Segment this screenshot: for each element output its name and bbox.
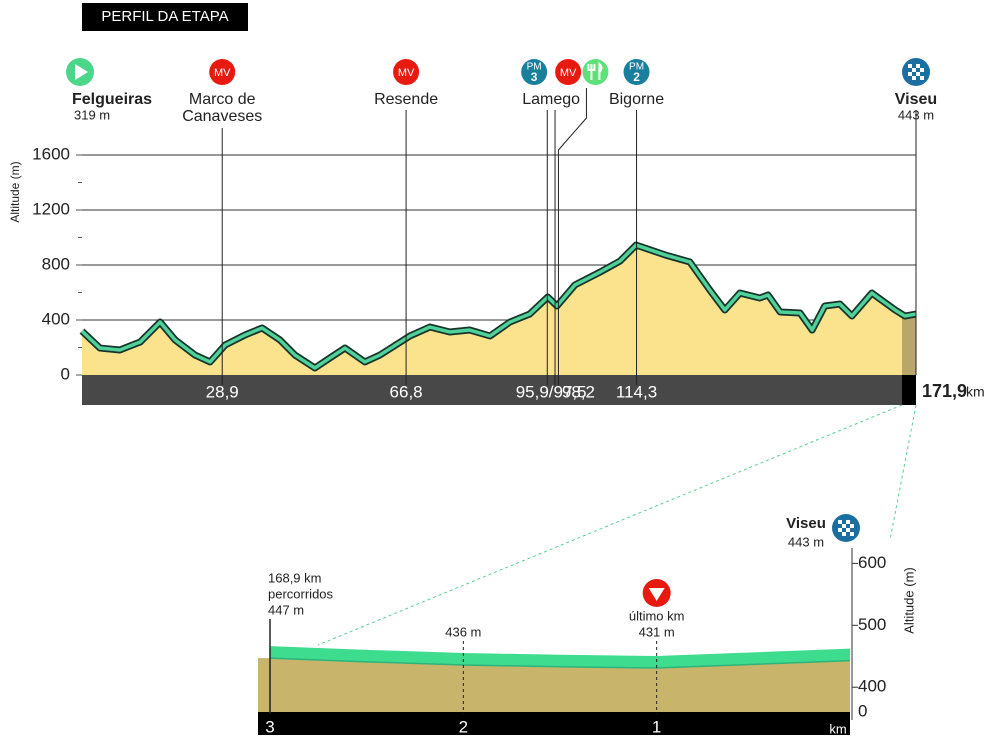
finish-check: [838, 528, 842, 532]
y-tick-label: 1600: [32, 144, 70, 163]
y-tick-label: 800: [42, 254, 70, 273]
waypoint-name: Marco de: [189, 91, 256, 108]
profile-area: [82, 245, 916, 375]
icon-text: PM: [527, 62, 542, 73]
inset-label: 431 m: [639, 624, 675, 639]
icon: [521, 59, 548, 85]
y-tick-label: 500: [858, 615, 886, 634]
y-tick-label: 400: [42, 309, 70, 328]
finish-check: [846, 520, 850, 524]
zoom-line: [889, 404, 917, 541]
icon-number: 3: [531, 70, 538, 84]
waypoint-name: Felgueiras: [72, 91, 152, 108]
waypoint-name: Viseu: [895, 91, 937, 108]
inset-label: 168,9 km: [268, 570, 321, 585]
icon: [623, 59, 650, 85]
finish-check: [912, 68, 916, 72]
waypoint-name: Bigorne: [609, 91, 664, 108]
y-tick-label: 1200: [32, 199, 70, 218]
icon-text: PM: [629, 62, 644, 73]
y-tick-label: 400: [858, 677, 886, 696]
inset-label: último km: [629, 608, 685, 623]
distance-unit: km: [966, 384, 985, 400]
inset-surface: [269, 657, 851, 669]
inset-label: 436 m: [445, 624, 481, 639]
distance-band: [82, 375, 916, 405]
last-km-triangle: [648, 588, 665, 601]
finish-check: [838, 520, 842, 524]
inset-label: 447 m: [268, 602, 304, 617]
y-tick-label: 600: [858, 553, 886, 572]
finish-check: [920, 76, 924, 80]
finish-check: [842, 524, 846, 528]
icon-text: MV: [214, 67, 231, 79]
waypoint-altitude: 443 m: [898, 107, 934, 122]
icon: [555, 59, 582, 85]
finish-check: [916, 72, 920, 76]
y-break-label: 0: [858, 701, 867, 720]
waypoint-line: [557, 88, 587, 385]
y-axis-label: Altitude (m): [8, 161, 22, 222]
distance-band-end: [902, 375, 916, 405]
inset-finish-name: Viseu: [786, 515, 826, 532]
finish-check: [908, 72, 912, 76]
inset-y-label: Altitude (m): [901, 567, 916, 633]
finish-check: [920, 68, 924, 72]
inset-green-band: [270, 646, 850, 669]
finish-check: [912, 76, 916, 80]
finish-shade: [902, 313, 916, 375]
x-unit: km: [829, 721, 846, 736]
y-tick-label: 0: [61, 364, 70, 383]
inset-label: percorridos: [268, 586, 334, 601]
inset-area: [258, 658, 850, 712]
food-fork: [587, 61, 603, 80]
finish-check: [916, 64, 920, 68]
inset-band: [258, 712, 850, 735]
x-tick-label: 3: [265, 717, 274, 736]
waypoint-km: 66,8: [390, 382, 423, 401]
icon-number: 2: [633, 70, 640, 84]
finish-check: [908, 64, 912, 68]
waypoint-name: Resende: [374, 91, 438, 108]
x-tick-label: 1: [652, 717, 661, 736]
waypoint-name: Lamego: [522, 91, 580, 108]
finish-check: [842, 532, 846, 536]
icon: [209, 59, 236, 85]
waypoint-km: 114,3: [616, 382, 657, 401]
waypoint-name: Canaveses: [182, 108, 262, 125]
waypoint-km: 98,2: [562, 382, 595, 401]
finish-check: [850, 532, 854, 536]
waypoint-km: 95,9/97,5: [516, 382, 587, 401]
inset-finish-altitude: 443 m: [788, 534, 824, 549]
start-arrow: [75, 64, 88, 80]
finish-check: [846, 528, 850, 532]
waypoint-altitude: 319 m: [74, 107, 110, 122]
finish-check: [850, 524, 854, 528]
title-box: [82, 3, 248, 31]
food-icon: [582, 59, 609, 85]
waypoint-km: 28,9: [206, 382, 239, 401]
total-distance: 171,9: [922, 381, 967, 401]
icon: [393, 59, 420, 85]
icon-text: MV: [398, 67, 415, 79]
x-tick-label: 2: [459, 717, 468, 736]
icon-text: MV: [560, 67, 577, 79]
title: PERFIL DA ETAPA: [101, 8, 228, 25]
